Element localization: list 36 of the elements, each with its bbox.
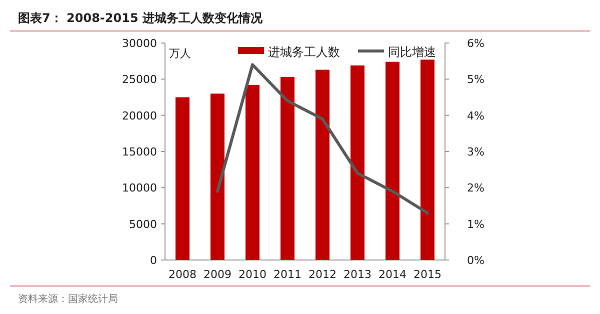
bar [420,60,434,260]
bar [350,65,364,260]
y2-tick-label: 5% [467,73,484,86]
y-tick-label: 30000 [122,37,157,50]
x-tick-label: 2009 [204,268,232,281]
bar [316,70,330,260]
y2-tick-label: 6% [467,37,484,50]
legend-label: 进城务工人数 [268,45,340,59]
chart-title: 图表7： 2008-2015 进城务工人数变化情况 [18,11,264,25]
x-tick-label: 2012 [308,268,336,281]
x-tick-label: 2011 [274,268,302,281]
y-tick-label: 5000 [129,218,157,231]
x-tick-label: 2014 [378,268,406,281]
y2-tick-label: 1% [467,218,484,231]
y2-tick-label: 0% [467,254,484,267]
legend-label: 同比增速 [388,45,436,59]
bar [246,84,260,260]
line-series [216,63,429,214]
y-tick-label: 25000 [122,73,157,86]
y-tick-label: 20000 [122,109,157,122]
y2-tick-label: 4% [467,109,484,122]
y-tick-label: 15000 [122,146,157,158]
y-axis-title: 万人 [169,47,191,60]
x-tick-label: 2013 [344,268,372,281]
y-tick-label: 10000 [122,182,157,195]
x-tick-label: 2010 [238,268,266,281]
x-tick-label: 2008 [168,268,196,281]
x-tick-label: 2015 [414,268,442,281]
text: 资料来源：国家统计局 [18,293,118,305]
bar [386,62,400,260]
y2-tick-label: 2% [467,182,484,195]
y2-tick-label: 3% [467,146,484,158]
bar [176,97,190,260]
bar [280,76,294,260]
bar [210,94,224,260]
y-tick-label: 0 [150,254,157,267]
